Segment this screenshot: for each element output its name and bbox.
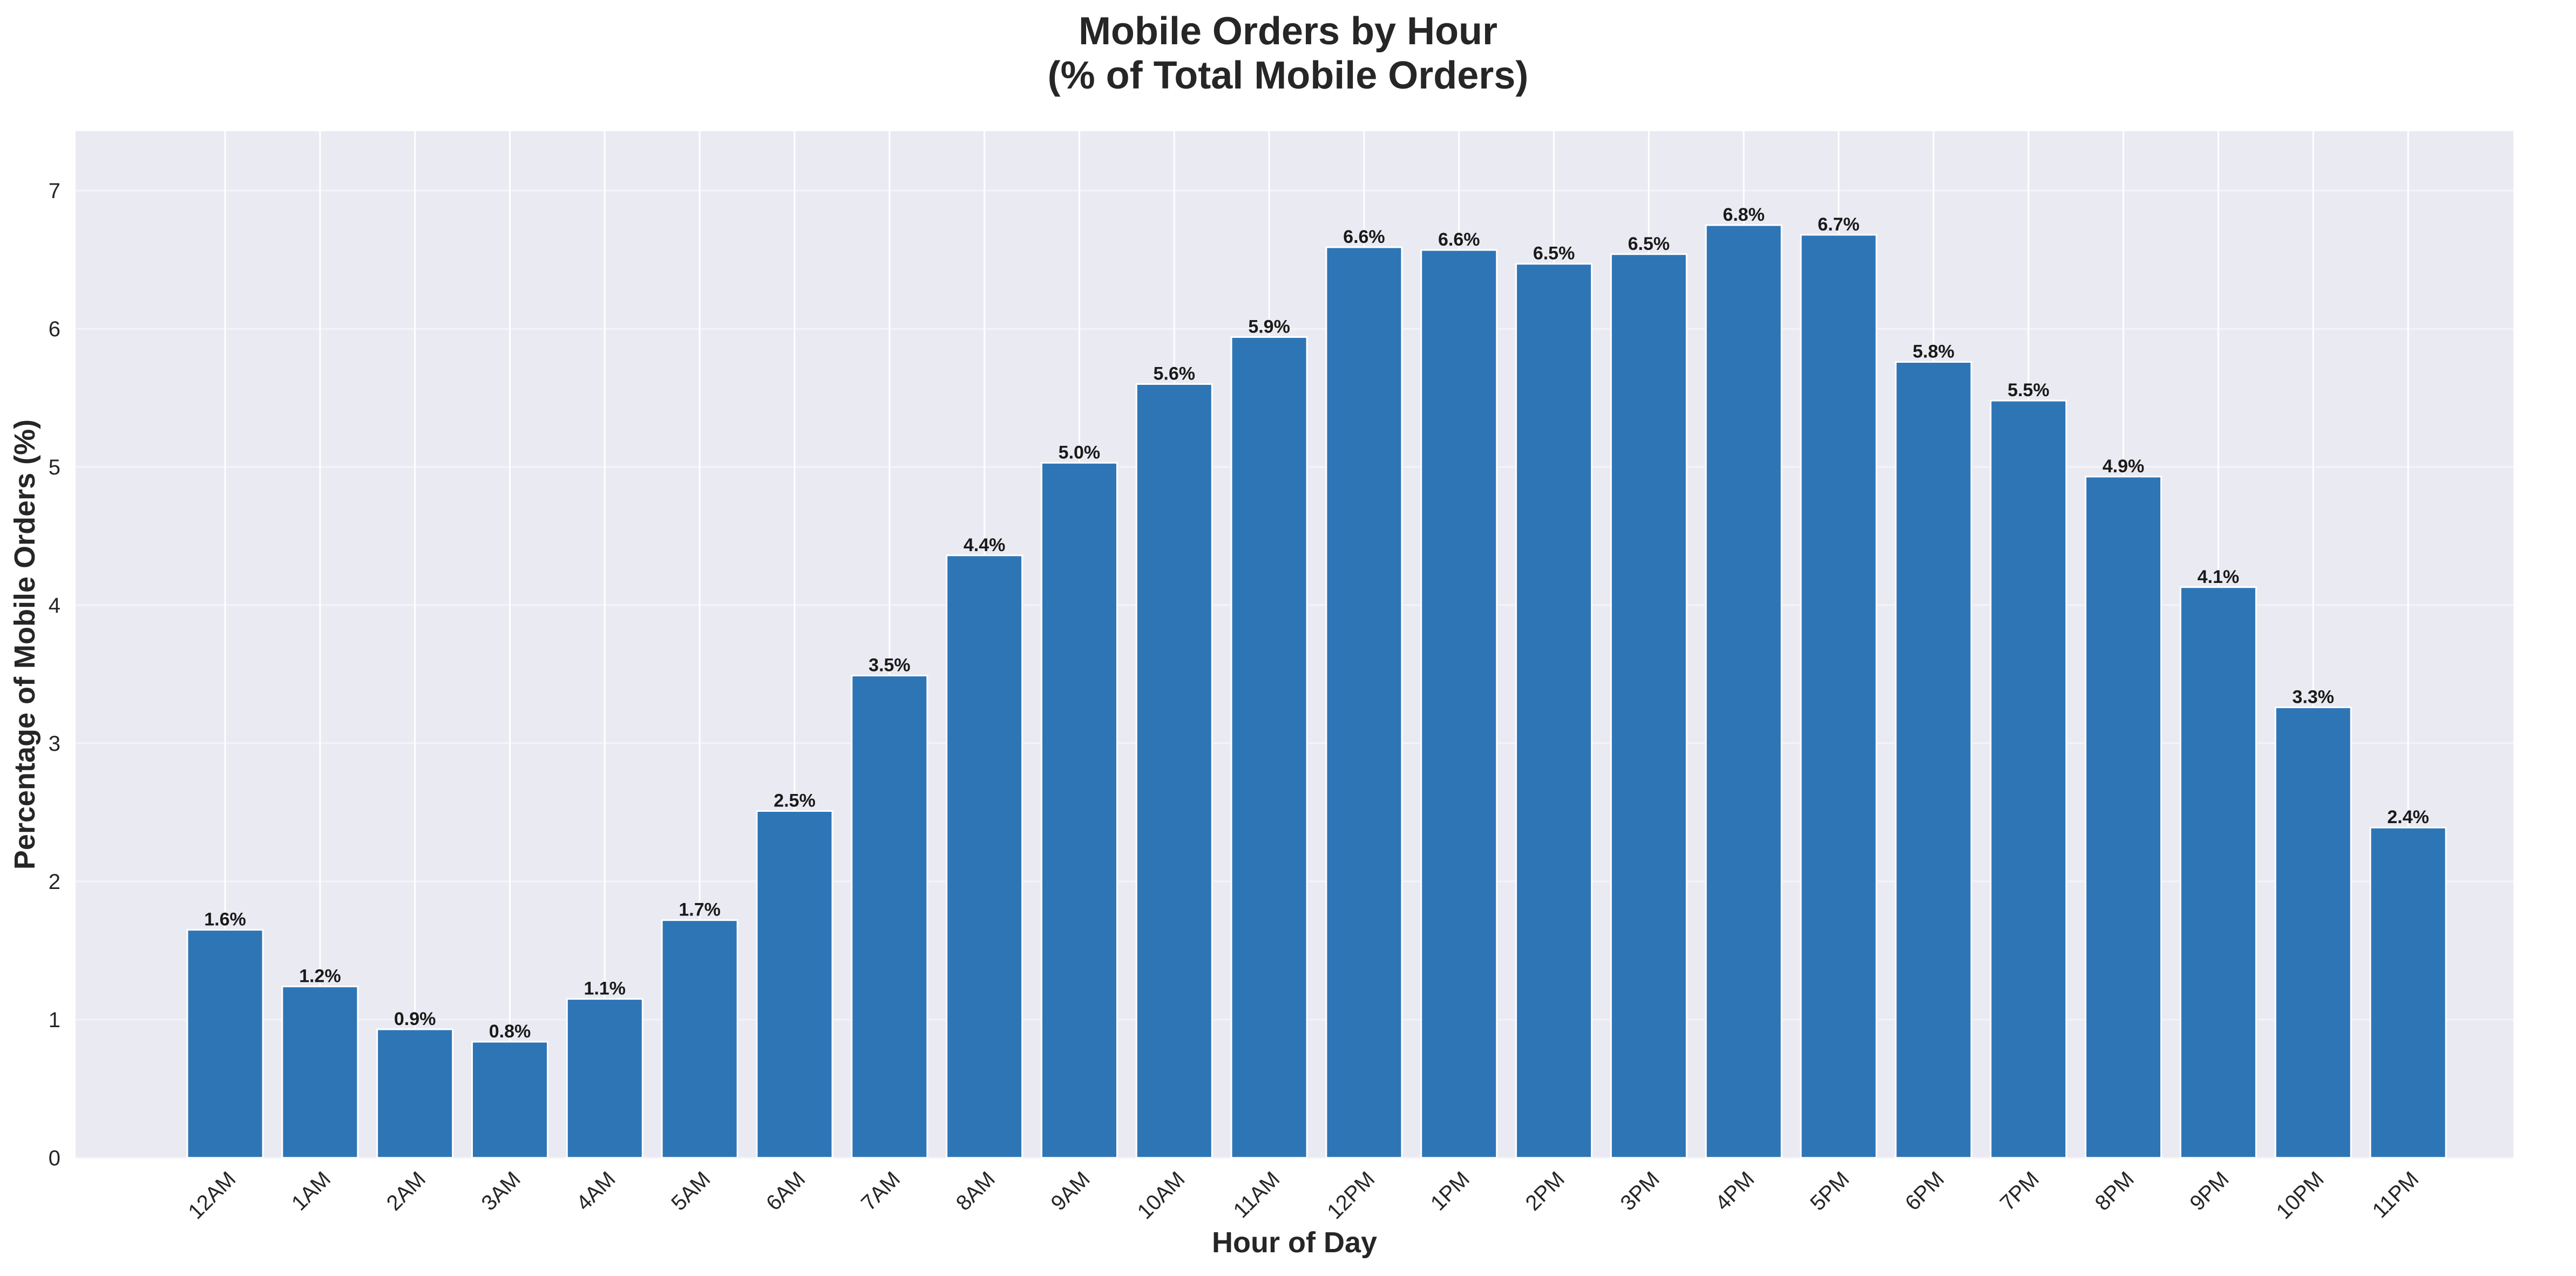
x-tick-label: 5PM [1806,1167,1854,1215]
bar-6PM [1895,361,1972,1159]
data-label: 5.6% [1154,363,1196,384]
x-tick-label: 4PM [1711,1167,1759,1215]
data-label: 6.6% [1438,229,1480,250]
data-label: 3.5% [869,655,911,676]
bar-4AM [566,998,643,1159]
bar-2PM [1515,263,1593,1159]
data-label: 0.9% [394,1009,436,1029]
data-label: 6.5% [1533,243,1575,264]
bar-12PM [1325,246,1403,1159]
y-axis-label: Percentage of Mobile Orders (%) [9,419,41,870]
y-tick-label: 2 [49,870,60,894]
x-tick-label: 8PM [2091,1167,2139,1215]
bar-8AM [946,554,1023,1159]
y-tick-label: 3 [49,732,60,756]
x-tick-label: 5AM [667,1167,715,1215]
data-label: 4.4% [964,535,1006,555]
bar-1PM [1420,249,1498,1159]
data-label: 5.8% [1913,342,1955,362]
bar-12AM [186,929,264,1159]
x-tick-label: 7PM [1996,1167,2044,1215]
bar-3PM [1610,253,1687,1159]
x-tick-label: 2PM [1521,1167,1569,1215]
y-tick-label: 4 [49,594,60,617]
data-label: 1.2% [299,966,341,987]
data-label: 4.9% [2103,456,2145,477]
bar-7PM [1990,399,2067,1159]
bar-10PM [2274,706,2352,1159]
bar-5PM [1800,234,1877,1159]
data-label: 6.7% [1818,214,1860,235]
data-label: 4.1% [2198,567,2240,587]
y-tick-label: 6 [49,317,60,341]
bar-4PM [1705,224,1782,1159]
bar-7AM [851,675,928,1159]
data-label: 5.0% [1059,442,1101,463]
y-tick-label: 5 [49,456,60,479]
x-tick-label: 1PM [1426,1167,1474,1215]
data-label: 1.1% [584,979,626,999]
x-tick-label: 4AM [572,1167,620,1215]
data-label: 0.8% [489,1021,531,1042]
x-tick-label: 6AM [762,1167,810,1215]
bar-2AM [376,1028,454,1159]
x-tick-label: 9PM [2185,1167,2233,1215]
data-label: 5.9% [1248,316,1290,337]
data-label: 2.5% [774,790,816,811]
x-tick-label: 10AM [1133,1167,1190,1224]
data-label: 3.3% [2292,687,2334,707]
data-label: 6.6% [1343,227,1385,247]
x-tick-label: 8AM [952,1167,1000,1215]
data-label: 6.5% [1628,234,1670,254]
x-tick-label: 12AM [184,1167,240,1224]
x-tick-label: 11PM [2368,1167,2423,1223]
y-tick-label: 0 [49,1146,60,1170]
bar-9AM [1040,461,1118,1159]
bar-9PM [2179,586,2257,1159]
x-tick-label: 10PM [2272,1167,2329,1224]
chart-title-line1: Mobile Orders by Hour [1079,10,1497,53]
bar-3AM [471,1041,548,1159]
x-tick-label: 12PM [1323,1167,1379,1224]
x-tick-label: 3AM [477,1167,525,1215]
y-tick-label: 1 [49,1008,60,1032]
x-tick-label: 1AM [287,1167,335,1215]
bar-6AM [756,810,833,1159]
x-tick-label: 3PM [1616,1167,1664,1215]
data-label: 1.7% [679,900,721,920]
x-tick-label: 9AM [1047,1167,1095,1215]
x-tick-label: 11AM [1229,1167,1285,1223]
bar-11PM [2369,826,2447,1159]
chart-title-line2: (% of Total Mobile Orders) [1048,54,1529,97]
x-tick-label: 6PM [1901,1167,1949,1215]
bar-10AM [1135,383,1213,1159]
bar-5AM [661,919,738,1159]
x-axis-label: Hour of Day [1212,1226,1377,1259]
bar-1AM [281,986,359,1159]
x-tick-label: 2AM [382,1167,430,1215]
data-label: 1.6% [204,910,246,930]
bar-11AM [1230,336,1308,1159]
x-tick-label: 7AM [857,1167,905,1215]
data-label: 2.4% [2387,807,2429,827]
data-label: 5.5% [2008,380,2050,401]
bar-8PM [2085,476,2163,1159]
data-label: 6.8% [1723,205,1765,225]
y-tick-label: 7 [49,179,60,203]
